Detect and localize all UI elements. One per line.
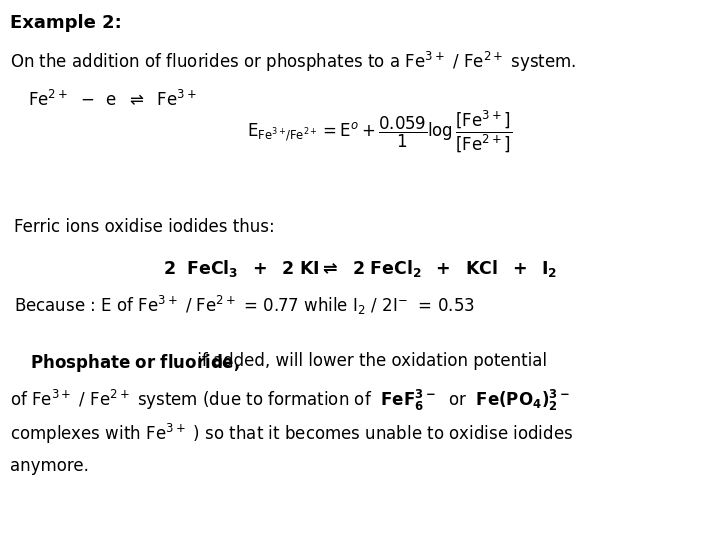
Text: anymore.: anymore. bbox=[10, 457, 89, 475]
Text: of Fe$^{3+}$ / Fe$^{2+}$ system (due to formation of  $\mathbf{FeF_6^{3-}}$  or : of Fe$^{3+}$ / Fe$^{2+}$ system (due to … bbox=[10, 388, 570, 413]
Text: if added, will lower the oxidation potential: if added, will lower the oxidation poten… bbox=[192, 352, 547, 370]
Text: $\mathbf{Phosphate\ or\ fluoride,}$: $\mathbf{Phosphate\ or\ fluoride,}$ bbox=[30, 352, 240, 374]
Text: complexes with Fe$^{3+}$ ) so that it becomes unable to oxidise iodides: complexes with Fe$^{3+}$ ) so that it be… bbox=[10, 422, 573, 446]
Text: $\mathbf{2\ \ FeCl_3\ \ +\ \ 2\ KI \rightleftharpoons\ \ 2\ FeCl_2\ \ +\ \ KCl\ : $\mathbf{2\ \ FeCl_3\ \ +\ \ 2\ KI \righ… bbox=[163, 258, 557, 279]
Text: Because : E of Fe$^{3+}$ / Fe$^{2+}$ = 0.77 while I$_2$ / 2I$^{-}$  = 0.53: Because : E of Fe$^{3+}$ / Fe$^{2+}$ = 0… bbox=[14, 294, 475, 317]
Text: $\mathrm{E}_{\mathrm{Fe^{3+}\!/Fe^{2+}}} = \mathrm{E}^{o} + \dfrac{0.059}{1} \lo: $\mathrm{E}_{\mathrm{Fe^{3+}\!/Fe^{2+}}}… bbox=[248, 108, 513, 154]
Text: On the addition of fluorides or phosphates to a Fe$^{3+}$ / Fe$^{2+}$ system.: On the addition of fluorides or phosphat… bbox=[10, 50, 576, 74]
Text: Fe$^{2+}$  $-$  e  $\rightleftharpoons$  Fe$^{3+}$: Fe$^{2+}$ $-$ e $\rightleftharpoons$ Fe$… bbox=[28, 90, 197, 110]
Text: Example 2:: Example 2: bbox=[10, 14, 122, 32]
Text: Ferric ions oxidise iodides thus:: Ferric ions oxidise iodides thus: bbox=[14, 218, 275, 236]
